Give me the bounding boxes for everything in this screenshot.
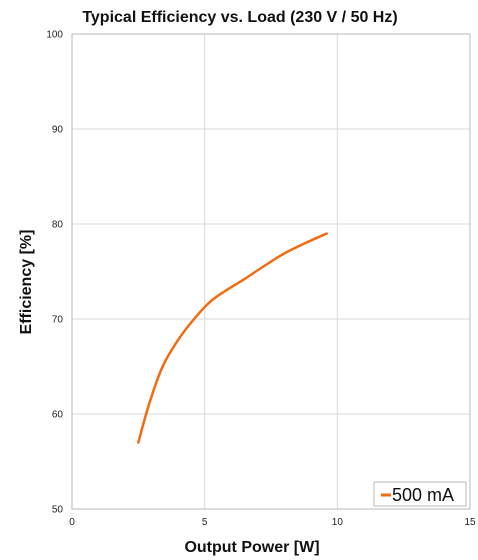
y-tick-label: 90 bbox=[52, 125, 64, 136]
legend-label-500ma: 500 mA bbox=[392, 485, 454, 505]
plot-area-frame bbox=[71, 33, 471, 510]
series-line-500ma bbox=[137, 232, 328, 444]
y-tick-label: 70 bbox=[52, 315, 64, 326]
x-tick-label: 0 bbox=[69, 517, 75, 528]
chart-title: Typical Efficiency vs. Load (230 V / 50 … bbox=[82, 9, 397, 26]
x-axis-label: Output Power [W] bbox=[184, 539, 319, 556]
x-tick-label: 15 bbox=[464, 517, 476, 528]
y-tick-label: 50 bbox=[52, 505, 64, 516]
x-tick-label: 10 bbox=[332, 517, 344, 528]
legend: 500 mA bbox=[373, 481, 467, 507]
x-tick-label: 5 bbox=[202, 517, 208, 528]
series-layer bbox=[137, 232, 328, 444]
y-axis-label: Efficiency [%] bbox=[18, 230, 35, 335]
tick-labels: 50 60 70 80 90 100 0 5 10 15 bbox=[46, 30, 476, 529]
y-tick-label: 100 bbox=[46, 30, 63, 41]
y-tick-label: 80 bbox=[52, 220, 64, 231]
legend-box bbox=[373, 481, 467, 507]
y-tick-label: 60 bbox=[52, 410, 64, 421]
